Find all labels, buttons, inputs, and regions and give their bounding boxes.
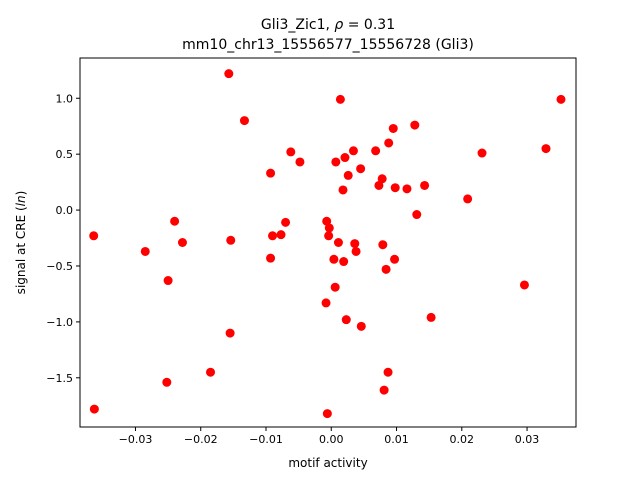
- data-point: [322, 409, 332, 419]
- data-point: [268, 231, 278, 241]
- data-point: [335, 94, 345, 104]
- plot-frame: [79, 57, 577, 428]
- data-point: [324, 223, 334, 233]
- x-tick-label: 0.03: [515, 433, 540, 446]
- data-point: [350, 239, 360, 249]
- data-point: [348, 146, 358, 156]
- data-point: [390, 183, 400, 193]
- y-axis-label-italic: ln: [14, 195, 28, 206]
- data-point: [426, 312, 436, 322]
- data-point: [390, 254, 400, 264]
- data-point: [225, 328, 235, 338]
- data-point: [402, 184, 412, 194]
- data-point: [384, 138, 394, 148]
- data-point: [374, 180, 384, 190]
- data-point: [331, 157, 341, 167]
- data-point: [381, 264, 391, 274]
- data-point: [286, 147, 296, 157]
- data-point: [412, 210, 422, 220]
- data-point: [477, 148, 487, 158]
- y-tick-label: 0.0: [56, 204, 74, 217]
- title-prefix: Gli3_Zic1,: [261, 17, 335, 33]
- data-point: [321, 298, 331, 308]
- data-point: [378, 240, 388, 250]
- x-axis-ticks: −0.03 −0.02 −0.01 0.00 0.01 0.02 0.03: [119, 427, 540, 446]
- data-point: [170, 216, 180, 226]
- y-tick-label: 0.5: [56, 148, 74, 161]
- title-rho-symbol: ρ: [334, 17, 343, 33]
- data-point: [341, 315, 351, 325]
- data-point: [239, 116, 249, 126]
- data-points: [89, 69, 566, 419]
- y-axis-label-prefix: signal at CRE (: [14, 206, 28, 294]
- data-point: [379, 385, 389, 395]
- data-point: [140, 246, 150, 256]
- data-point: [162, 377, 172, 387]
- data-point: [338, 185, 348, 195]
- data-point: [89, 231, 99, 241]
- data-point: [163, 276, 173, 286]
- y-axis-label-suffix: ): [14, 191, 28, 196]
- data-point: [333, 238, 343, 247]
- x-tick-label: 0.01: [384, 433, 409, 446]
- data-point: [410, 120, 420, 130]
- data-point: [266, 253, 276, 263]
- data-point: [371, 146, 381, 156]
- x-tick-label: −0.03: [119, 433, 153, 446]
- data-point: [89, 404, 99, 414]
- data-point: [383, 367, 393, 377]
- data-point: [556, 94, 566, 104]
- title-rho-value: = 0.31: [343, 17, 395, 33]
- chart-title-line1: Gli3_Zic1, ρ = 0.31: [261, 17, 395, 33]
- data-point: [356, 321, 366, 331]
- data-point: [388, 123, 398, 133]
- y-tick-label: −1.5: [46, 372, 73, 385]
- data-point: [276, 230, 286, 240]
- data-point: [519, 280, 529, 290]
- data-point: [356, 164, 366, 174]
- y-tick-label: 1.0: [56, 92, 74, 105]
- data-point: [541, 144, 551, 154]
- x-axis-label: motif activity: [288, 456, 367, 470]
- data-point: [377, 174, 387, 184]
- y-axis-label: signal at CRE (ln): [14, 191, 28, 295]
- y-tick-label: −1.0: [46, 316, 73, 329]
- data-point: [420, 180, 430, 190]
- data-point: [324, 231, 334, 241]
- data-point: [339, 257, 349, 267]
- x-tick-label: −0.02: [184, 433, 218, 446]
- x-tick-label: 0.00: [319, 433, 344, 446]
- chart-title-line2: mm10_chr13_15556577_15556728 (Gli3): [182, 37, 474, 53]
- data-point: [206, 367, 216, 377]
- data-point: [340, 153, 350, 163]
- data-point: [226, 235, 236, 245]
- data-point: [177, 238, 187, 247]
- x-tick-label: 0.02: [450, 433, 475, 446]
- data-point: [281, 217, 291, 227]
- y-axis-ticks: −1.5 −1.0 −0.5 0.0 0.5 1.0: [46, 92, 80, 385]
- data-point: [295, 157, 305, 167]
- data-point: [343, 170, 353, 180]
- data-point: [266, 168, 276, 178]
- data-point: [463, 194, 473, 204]
- data-point: [330, 282, 340, 292]
- x-tick-label: −0.01: [249, 433, 283, 446]
- data-point: [351, 246, 361, 256]
- y-tick-label: −0.5: [46, 260, 73, 273]
- data-point: [224, 69, 234, 79]
- data-point: [329, 254, 339, 264]
